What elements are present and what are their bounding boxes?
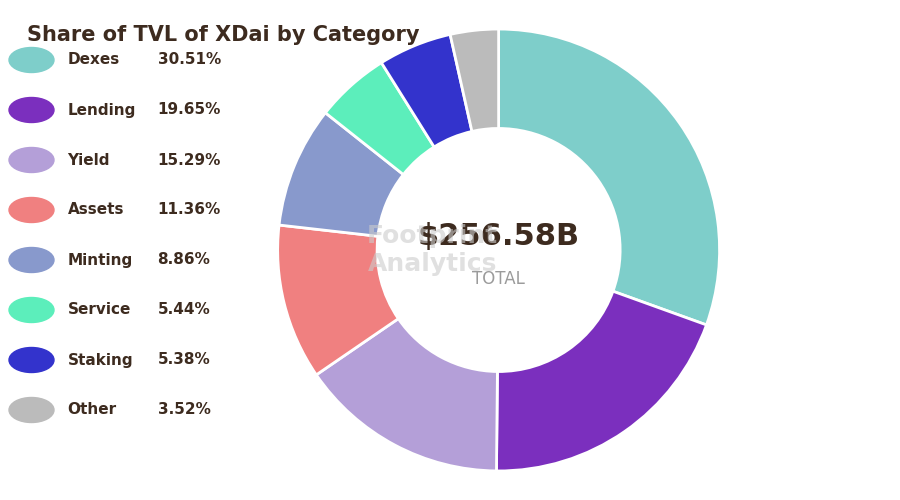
Text: 11.36%: 11.36% — [158, 202, 220, 218]
Text: Other: Other — [68, 402, 117, 417]
Text: Service: Service — [68, 302, 130, 318]
Text: 30.51%: 30.51% — [158, 52, 220, 68]
Text: 8.86%: 8.86% — [158, 252, 211, 268]
Wedge shape — [497, 291, 706, 471]
Text: 5.44%: 5.44% — [158, 302, 211, 318]
Text: 15.29%: 15.29% — [158, 152, 220, 168]
Text: 5.38%: 5.38% — [158, 352, 211, 368]
Wedge shape — [279, 113, 403, 236]
Text: Yield: Yield — [68, 152, 110, 168]
Text: Staking: Staking — [68, 352, 133, 368]
Text: TOTAL: TOTAL — [472, 270, 525, 287]
Text: Assets: Assets — [68, 202, 124, 218]
Wedge shape — [326, 62, 434, 174]
Text: Footprint
Analytics: Footprint Analytics — [366, 224, 498, 276]
Wedge shape — [382, 34, 472, 147]
Text: Minting: Minting — [68, 252, 133, 268]
Text: Lending: Lending — [68, 102, 136, 118]
Text: $256.58B: $256.58B — [418, 222, 580, 251]
Wedge shape — [450, 29, 499, 132]
Text: 19.65%: 19.65% — [158, 102, 220, 118]
Wedge shape — [278, 225, 399, 375]
Text: Dexes: Dexes — [68, 52, 120, 68]
Text: 3.52%: 3.52% — [158, 402, 211, 417]
Wedge shape — [499, 29, 720, 325]
Text: Share of TVL of XDai by Category: Share of TVL of XDai by Category — [27, 25, 419, 45]
Wedge shape — [316, 318, 498, 471]
